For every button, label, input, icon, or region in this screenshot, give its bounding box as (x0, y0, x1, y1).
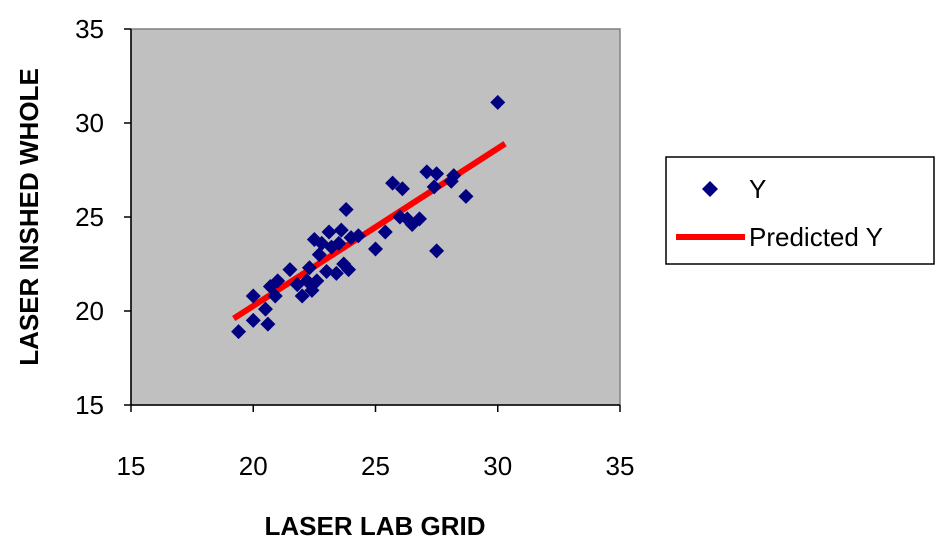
series-layer (231, 94, 507, 340)
x-tick-label: 25 (361, 451, 390, 481)
x-axis-title: LASER LAB GRID (265, 511, 486, 541)
legend: Y Predicted Y (665, 156, 935, 265)
data-point (350, 228, 366, 244)
data-point (377, 224, 393, 240)
data-point (309, 273, 325, 289)
data-point (394, 181, 410, 197)
data-point (321, 224, 337, 240)
data-point (385, 175, 401, 191)
y-tick-label: 25 (75, 202, 104, 232)
data-point (458, 188, 474, 204)
y-tick-label: 35 (75, 14, 104, 44)
data-point (333, 222, 349, 238)
legend-marker-diamond (702, 181, 718, 197)
data-point (294, 288, 310, 304)
data-point (338, 201, 354, 217)
data-point (419, 164, 435, 180)
data-point (270, 273, 286, 289)
x-tick-label: 35 (606, 451, 635, 481)
data-point (328, 265, 344, 281)
plot-area (130, 28, 621, 406)
data-point (341, 262, 357, 278)
legend-label-predicted-y: Predicted Y (749, 222, 883, 252)
data-point (446, 168, 462, 184)
x-ticks: 15 20 25 30 35 (117, 405, 635, 481)
legend-label-y: Y (749, 174, 766, 204)
data-point (245, 312, 261, 328)
data-point (490, 94, 506, 110)
data-point (245, 288, 261, 304)
data-point (331, 235, 347, 251)
y-tick-label: 15 (75, 390, 104, 420)
data-point (282, 262, 298, 278)
legend-box (665, 156, 935, 265)
y-ticks: 15 20 25 30 35 (75, 14, 131, 420)
data-point (257, 301, 273, 317)
data-point (301, 260, 317, 276)
data-point (429, 243, 445, 259)
data-point (429, 166, 445, 182)
data-point (267, 288, 283, 304)
data-point (426, 179, 442, 195)
data-point (231, 324, 247, 340)
y-tick-label: 30 (75, 108, 104, 138)
predicted-y-line (232, 141, 507, 322)
data-point (319, 264, 335, 280)
y-axis-title: LASER INSHED WHOLE (14, 68, 44, 366)
x-tick-label: 30 (483, 451, 512, 481)
x-tick-label: 15 (117, 451, 146, 481)
x-tick-label: 20 (239, 451, 268, 481)
data-point (412, 211, 428, 227)
y-tick-label: 20 (75, 296, 104, 326)
data-point (311, 247, 327, 263)
data-point (260, 316, 276, 332)
data-point (368, 241, 383, 257)
